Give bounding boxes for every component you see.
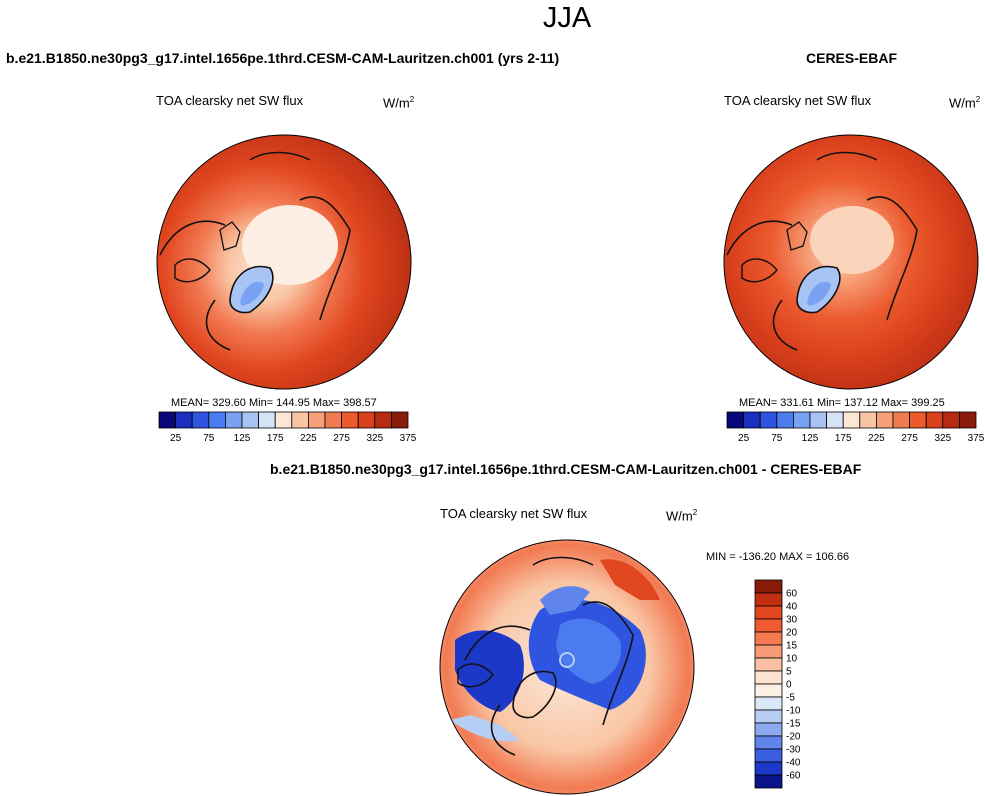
- colorbar-swatch: [158, 411, 177, 429]
- colorbar-swatch: [754, 605, 783, 620]
- colorbar-swatch: [925, 411, 944, 429]
- colorbar-tick-label: 175: [267, 433, 284, 444]
- obs-colorbar: 25 75 125 175 225 275 325 375: [726, 411, 985, 444]
- colorbar-swatch: [809, 411, 828, 429]
- colorbar-swatch: [291, 411, 309, 429]
- colorbar-swatch: [274, 411, 293, 429]
- colorbar-tick-label: -5: [786, 693, 795, 704]
- colorbar-swatch: [374, 411, 392, 429]
- colorbar-tick-label: -30: [786, 745, 801, 756]
- colorbar-swatch: [754, 761, 783, 776]
- colorbar-swatch: [754, 722, 783, 737]
- colorbar-swatch: [793, 411, 811, 429]
- colorbar-swatch: [754, 618, 783, 633]
- obs-panel-title: CERES-EBAF: [806, 50, 898, 66]
- colorbar-tick-label: 325: [934, 433, 951, 444]
- colorbar-tick-label: 30: [786, 615, 798, 626]
- colorbar-swatch: [175, 411, 193, 429]
- colorbar-tick-label: 5: [786, 667, 792, 678]
- colorbar-swatch: [390, 411, 409, 429]
- model-colorbar: 25 75 125 175 225 275 325 375: [158, 411, 417, 444]
- colorbar-swatch: [876, 411, 894, 429]
- colorbar-swatch: [191, 411, 210, 429]
- colorbar-swatch: [909, 411, 927, 429]
- colorbar-tick-label: 275: [333, 433, 350, 444]
- colorbar-swatch: [324, 411, 343, 429]
- colorbar-swatch: [726, 411, 745, 429]
- colorbar-tick-label: 125: [802, 433, 819, 444]
- colorbar-swatch: [754, 696, 783, 711]
- colorbar-swatch: [307, 411, 326, 429]
- colorbar-swatch: [759, 411, 778, 429]
- colorbar-tick-label: 15: [786, 641, 798, 652]
- colorbar-tick-label: 10: [786, 654, 798, 665]
- colorbar-tick-label: 25: [738, 433, 750, 444]
- colorbar-swatch: [826, 411, 844, 429]
- colorbar-tick-label: 275: [901, 433, 918, 444]
- model-units-label: W/m2: [383, 95, 415, 111]
- colorbar-swatch: [754, 774, 783, 789]
- page-title: JJA: [542, 2, 592, 34]
- colorbar-tick-label: 375: [968, 433, 985, 444]
- colorbar-swatch: [341, 411, 359, 429]
- colorbar-tick-label: 225: [868, 433, 885, 444]
- colorbar-swatch: [258, 411, 276, 429]
- colorbar-swatch: [754, 748, 783, 763]
- model-panel-title: b.e21.B1850.ne30pg3_g17.intel.1656pe.1th…: [6, 50, 560, 66]
- colorbar-swatch: [357, 411, 376, 429]
- colorbar-swatch: [743, 411, 761, 429]
- colorbar-swatch: [754, 670, 783, 685]
- colorbar-tick-label: 125: [234, 433, 251, 444]
- obs-units-label: W/m2: [949, 95, 981, 111]
- colorbar-tick-label: 75: [771, 433, 783, 444]
- colorbar-swatch: [241, 411, 260, 429]
- colorbar-tick-label: 225: [300, 433, 317, 444]
- colorbar-tick-label: 25: [170, 433, 182, 444]
- colorbar-swatch: [754, 683, 783, 698]
- colorbar-swatch: [754, 631, 783, 646]
- colorbar-tick-label: 175: [835, 433, 852, 444]
- diff-polar-map: [440, 540, 694, 794]
- colorbar-tick-label: 0: [786, 680, 792, 691]
- colorbar-tick-label: -10: [786, 706, 801, 717]
- colorbar-swatch: [859, 411, 877, 429]
- diff-stats: MIN = -136.20 MAX = 106.66: [706, 551, 850, 563]
- colorbar-swatch: [892, 411, 911, 429]
- colorbar-swatch: [224, 411, 243, 429]
- diff-panel-title: b.e21.B1850.ne30pg3_g17.intel.1656pe.1th…: [270, 461, 862, 477]
- diff-units-label: W/m2: [666, 508, 698, 524]
- colorbar-tick-label: 40: [786, 602, 798, 613]
- colorbar-swatch: [208, 411, 226, 429]
- colorbar-tick-label: 375: [400, 433, 417, 444]
- colorbar-swatch: [942, 411, 960, 429]
- obs-polar-map: [724, 135, 978, 389]
- obs-stats: MEAN= 331.61 Min= 137.12 Max= 399.25: [739, 397, 945, 409]
- colorbar-swatch: [754, 579, 783, 594]
- colorbar-swatch: [754, 709, 783, 724]
- colorbar-swatch: [754, 644, 783, 659]
- colorbar-swatch: [754, 592, 783, 607]
- colorbar-swatch: [959, 411, 977, 429]
- colorbar-tick-label: 325: [366, 433, 383, 444]
- diff-variable-label: TOA clearsky net SW flux: [440, 506, 588, 521]
- colorbar-swatch: [754, 735, 783, 750]
- colorbar-swatch: [842, 411, 861, 429]
- obs-variable-label: TOA clearsky net SW flux: [724, 93, 872, 108]
- colorbar-tick-label: -40: [786, 758, 801, 769]
- colorbar-tick-label: -20: [786, 732, 801, 743]
- colorbar-tick-label: -15: [786, 719, 801, 730]
- colorbar-swatch: [776, 411, 794, 429]
- model-stats: MEAN= 329.60 Min= 144.95 Max= 398.57: [171, 397, 377, 409]
- diff-colorbar: 60 40 30 20 15 10 5 0 -5 -10 -15 -20 -30 -40 -60: [754, 579, 801, 789]
- colorbar-tick-label: 75: [203, 433, 215, 444]
- colorbar-tick-label: 60: [786, 589, 798, 600]
- colorbar-swatch: [754, 657, 783, 672]
- colorbar-tick-label: 20: [786, 628, 798, 639]
- model-polar-map: [157, 135, 411, 389]
- model-variable-label: TOA clearsky net SW flux: [156, 93, 304, 108]
- colorbar-tick-label: -60: [786, 771, 801, 782]
